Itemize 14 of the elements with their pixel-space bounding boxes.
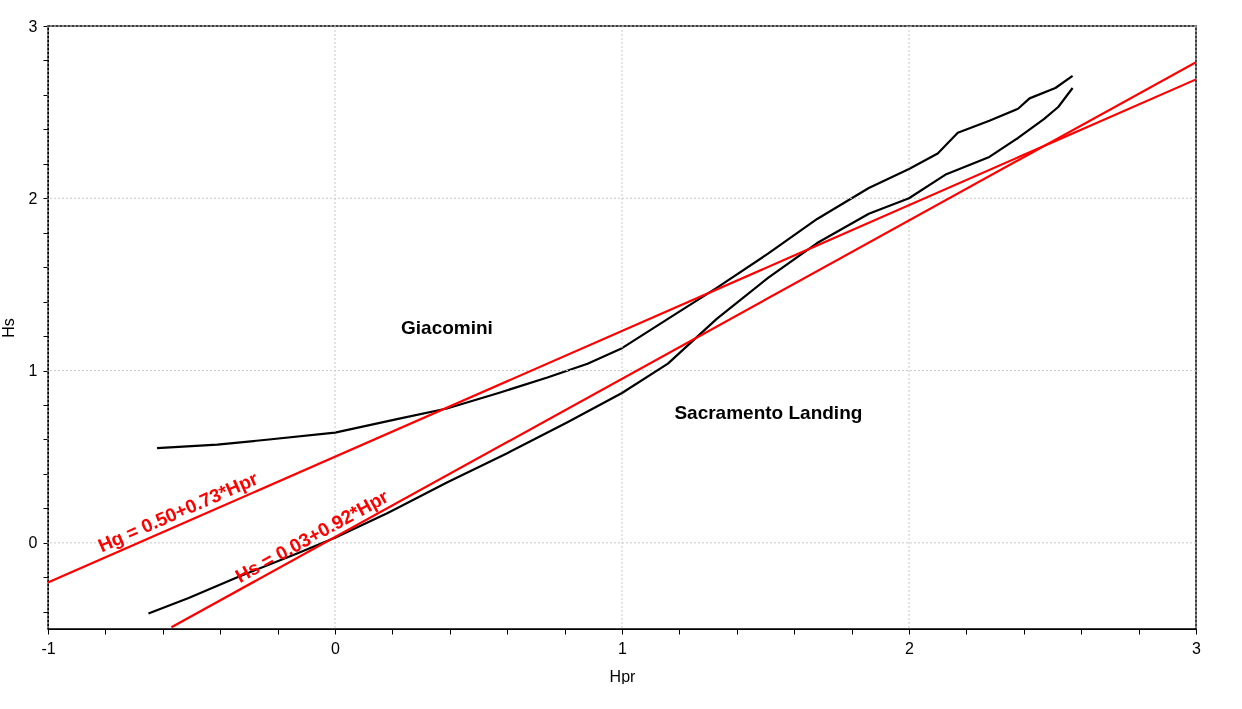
x-tick-label: 2 [905, 639, 915, 657]
x-axis-title: Hpr [609, 667, 637, 685]
line-series [155, 74, 1074, 450]
y-tick-label: 0 [28, 534, 38, 552]
x-tick-label: 1 [618, 639, 628, 657]
x-tick-label: -1 [41, 639, 56, 657]
y-tick-label: 3 [28, 17, 38, 35]
x-tick-label: 0 [331, 639, 341, 657]
y-tick-label: 2 [28, 189, 38, 207]
y-tick-label: 1 [28, 362, 38, 380]
series-label: Sacramento Landing [674, 401, 863, 423]
text: Giacomini [401, 317, 493, 339]
x-tick-label: 3 [1192, 639, 1202, 657]
y-axis-title: Hs [0, 318, 17, 338]
